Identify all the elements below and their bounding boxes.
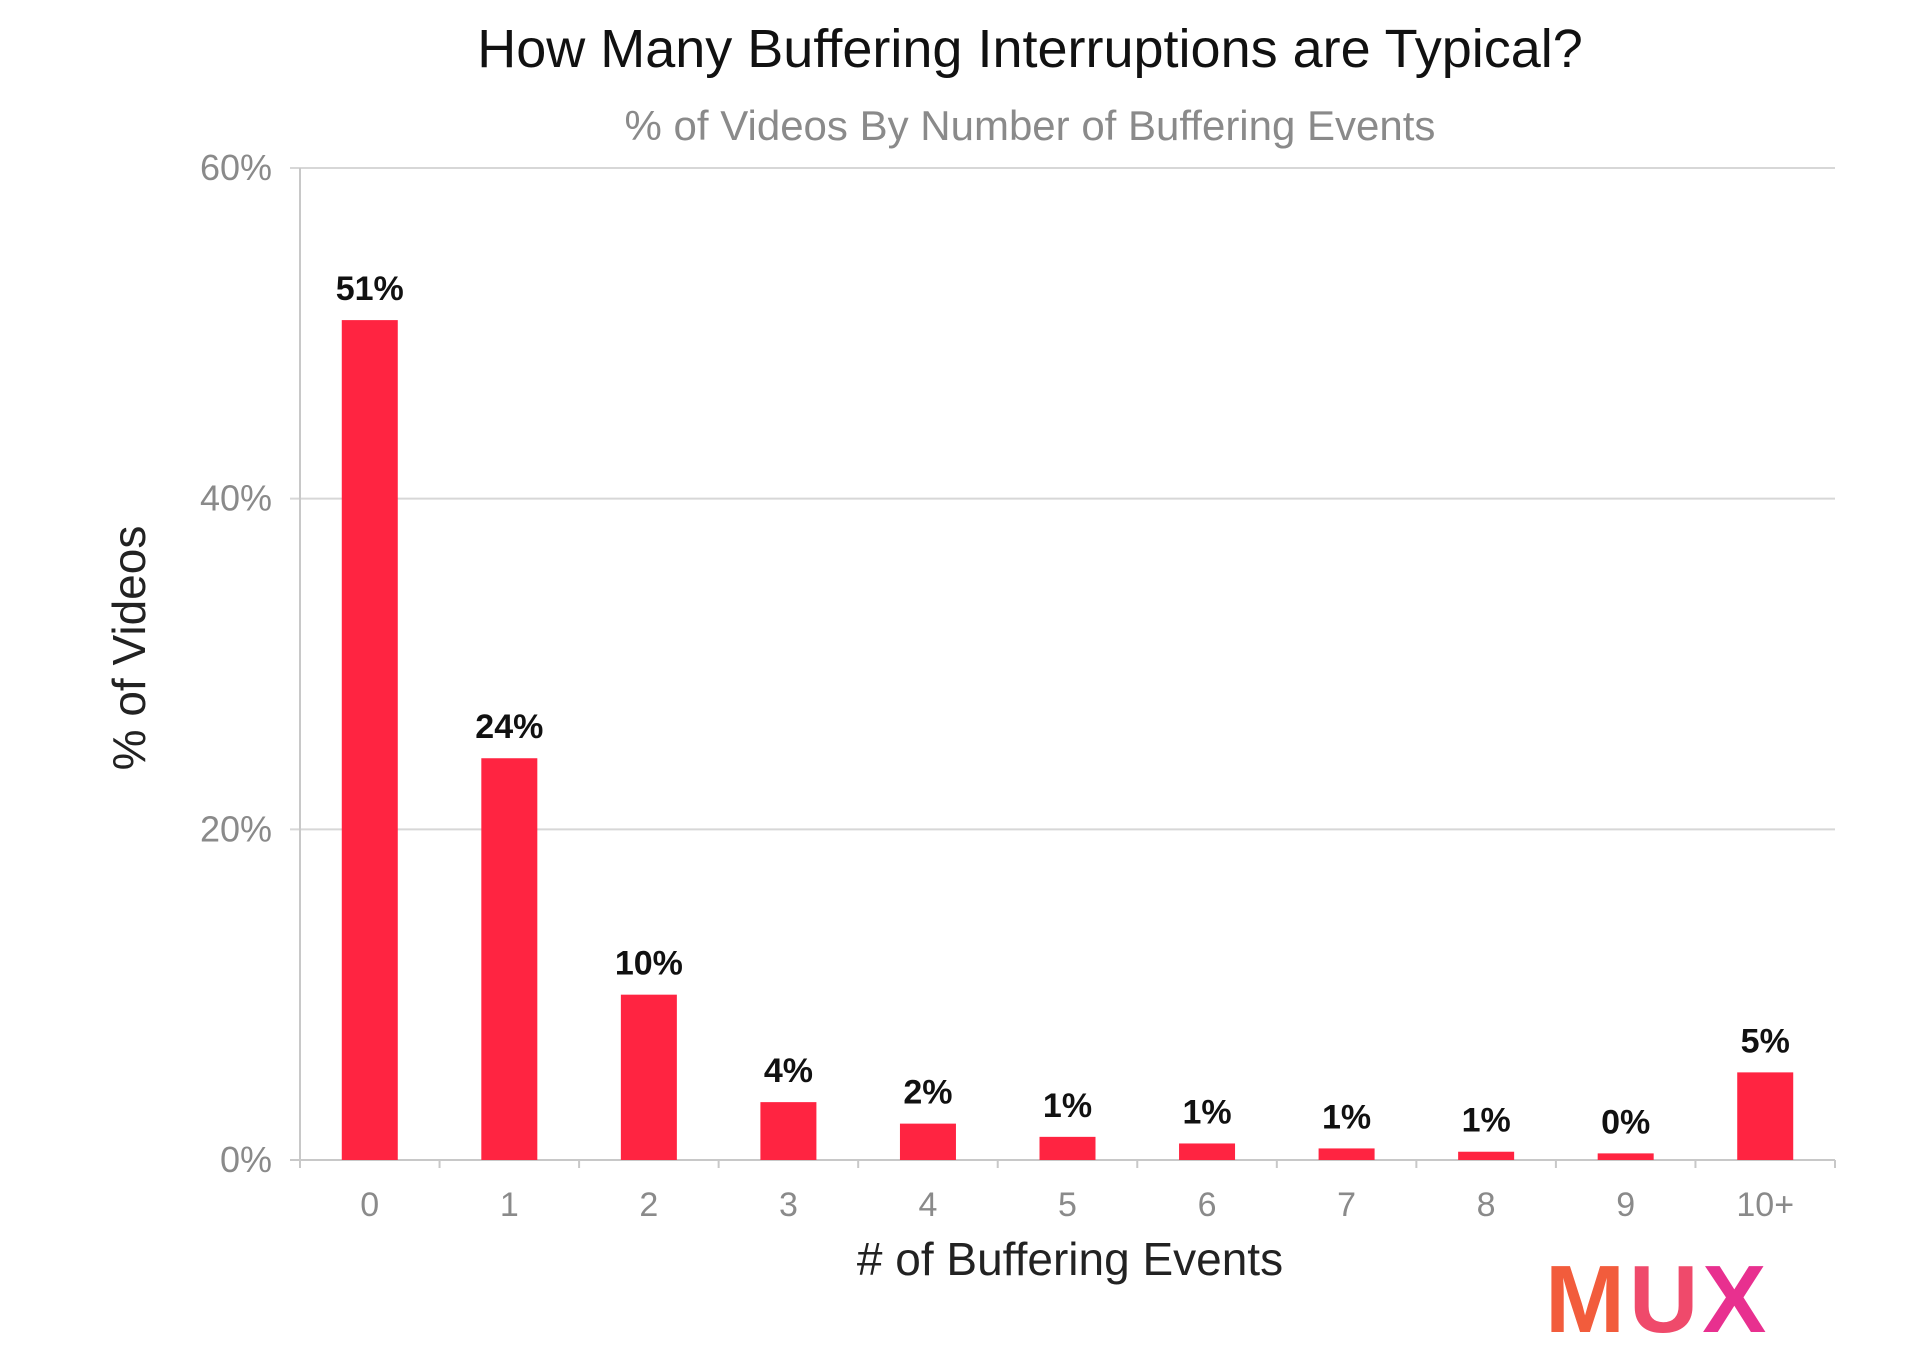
bar-5 — [1039, 1136, 1096, 1160]
chart-subtitle: % of Videos By Number of Buffering Event… — [625, 102, 1436, 149]
data-labels: 51% 24% 10% 4% 2% 1% 1% 1% 1% 0% 5% — [336, 270, 1790, 1141]
x-tick-label: 2 — [639, 1186, 658, 1224]
y-axis-ticks: 0% 20% 40% 60% — [200, 147, 272, 1180]
x-tick-label: 5 — [1058, 1186, 1077, 1224]
x-tick-label: 9 — [1616, 1186, 1635, 1224]
x-tick-label: 8 — [1477, 1186, 1496, 1224]
bar-6 — [1179, 1143, 1236, 1160]
bar-1 — [481, 758, 538, 1160]
y-axis-label: % of Videos — [103, 526, 155, 771]
x-tick-label: 6 — [1198, 1186, 1217, 1224]
y-tick-label: 60% — [200, 147, 272, 188]
x-axis-label: # of Buffering Events — [857, 1233, 1283, 1285]
logo-letter: M — [1545, 1246, 1629, 1353]
bar-2 — [620, 994, 677, 1160]
y-tick-label: 20% — [200, 808, 272, 849]
y-tick-label: 40% — [200, 478, 272, 519]
bar-8 — [1458, 1151, 1515, 1160]
x-tick-label: 4 — [918, 1186, 937, 1224]
logo-letter: X — [1702, 1246, 1770, 1353]
data-label: 2% — [903, 1074, 952, 1112]
data-label: 0% — [1601, 1103, 1650, 1141]
data-label: 1% — [1182, 1093, 1231, 1131]
data-label: 5% — [1741, 1022, 1790, 1060]
bar-9 — [1597, 1153, 1654, 1160]
x-tick-label: 0 — [360, 1186, 379, 1224]
data-label: 51% — [336, 270, 404, 308]
x-tick-label: 3 — [779, 1186, 798, 1224]
data-label: 4% — [764, 1052, 813, 1090]
bar-4 — [899, 1123, 956, 1160]
gridlines — [290, 167, 1835, 1168]
bar-0 — [341, 320, 398, 1160]
mux-logo-text: MUX — [1545, 1246, 1770, 1353]
bar-7 — [1318, 1148, 1375, 1160]
y-tick-label: 0% — [220, 1139, 272, 1180]
data-label: 24% — [475, 708, 543, 746]
data-label: 1% — [1043, 1087, 1092, 1125]
data-label: 1% — [1462, 1102, 1511, 1140]
x-tick-label: 7 — [1337, 1186, 1356, 1224]
data-label: 1% — [1322, 1098, 1371, 1136]
x-tick-label: 1 — [500, 1186, 519, 1224]
logo-letter: U — [1629, 1246, 1702, 1353]
bar-3 — [760, 1102, 817, 1160]
mux-logo: MUX — [1545, 1246, 1770, 1353]
bars — [341, 320, 1794, 1160]
x-tick-label: 10+ — [1736, 1186, 1794, 1224]
bar-10+ — [1737, 1072, 1794, 1160]
x-axis-ticks: 0 1 2 3 4 5 6 7 8 9 10+ — [360, 1160, 1836, 1224]
data-label: 10% — [615, 945, 683, 983]
chart-title: How Many Buffering Interruptions are Typ… — [477, 19, 1583, 79]
